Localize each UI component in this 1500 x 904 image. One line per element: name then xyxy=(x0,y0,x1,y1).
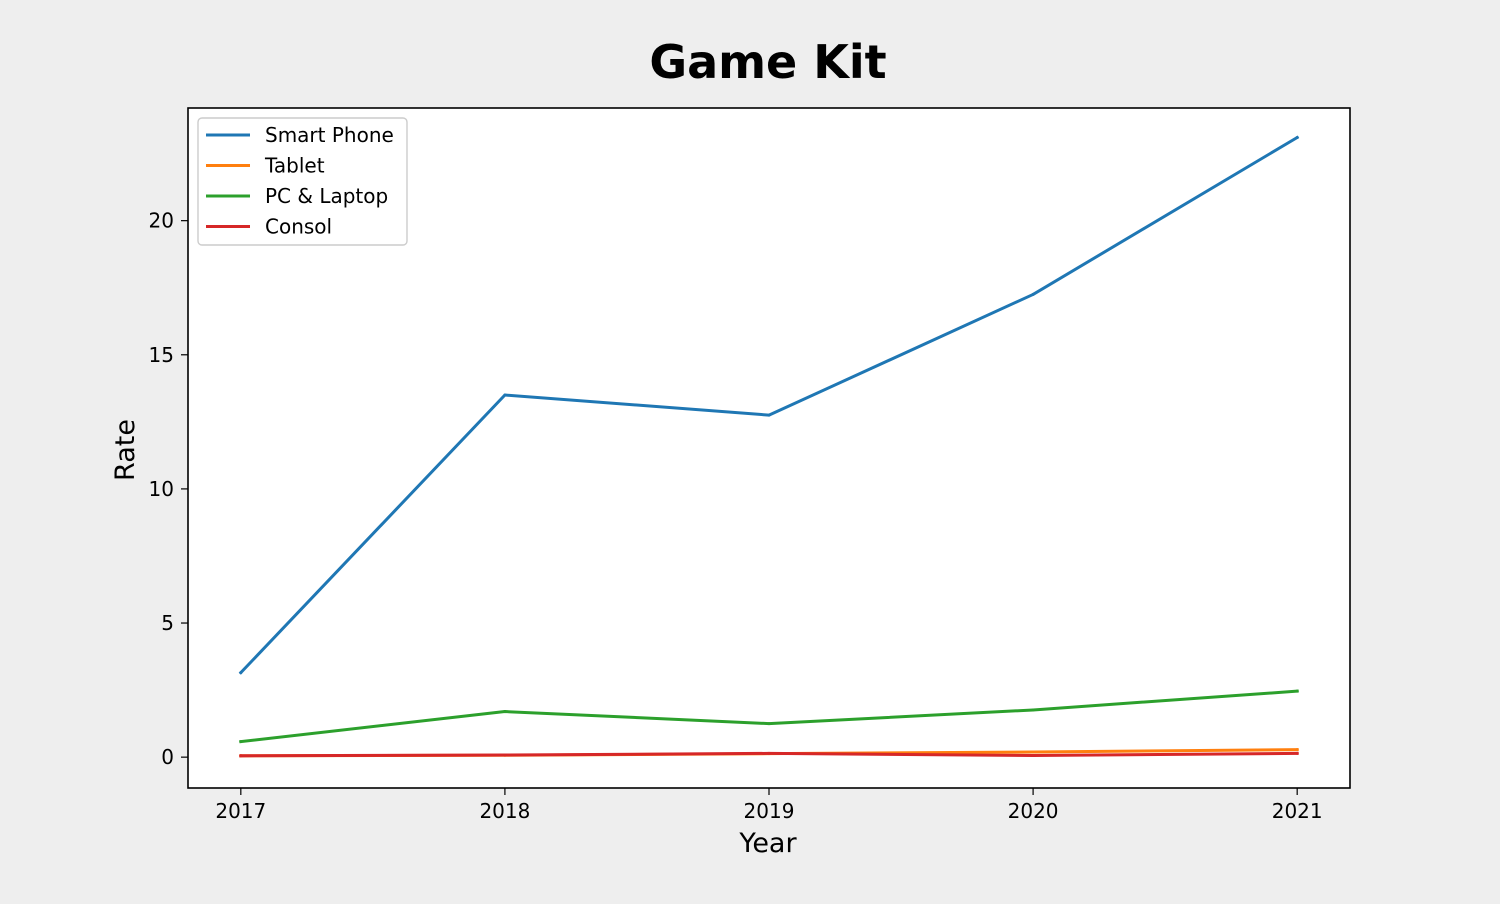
series-consol xyxy=(239,751,1299,758)
legend-label: Consol xyxy=(265,215,332,239)
data-point-tablet xyxy=(1295,748,1299,752)
data-point-pc-laptop xyxy=(239,740,243,744)
data-point-pc-laptop xyxy=(1295,689,1299,693)
data-point-consol xyxy=(1031,754,1035,758)
data-point-consol xyxy=(1295,751,1299,755)
x-tick-label: 2021 xyxy=(1272,799,1323,823)
legend: Smart Phone Tablet PC & Laptop Consol xyxy=(197,117,408,246)
y-tick-label: 15 xyxy=(149,343,174,367)
series-smart-phone xyxy=(238,135,1300,675)
data-point-smart-phone xyxy=(1295,136,1299,140)
data-point-smart-phone xyxy=(767,413,771,417)
x-axis-label: Year xyxy=(738,828,797,859)
data-point-consol xyxy=(239,754,243,758)
y-tick-label: 0 xyxy=(161,745,174,769)
data-point-pc-laptop xyxy=(767,722,771,726)
y-tick-label: 10 xyxy=(149,477,174,501)
series-layer xyxy=(238,135,1300,758)
x-tick-label: 2019 xyxy=(744,799,795,823)
legend-label: Smart Phone xyxy=(265,123,394,147)
legend-label: Tablet xyxy=(264,154,325,178)
y-axis-label: Rate xyxy=(110,419,141,481)
legend-item-pc-laptop: PC & Laptop xyxy=(206,184,388,208)
y-tick-label: 5 xyxy=(161,611,174,635)
data-point-smart-phone xyxy=(503,393,507,397)
x-axis: 2017 2018 2019 2020 2021 xyxy=(215,788,1323,823)
x-tick-label: 2018 xyxy=(479,799,530,823)
data-point-pc-laptop xyxy=(1031,708,1035,712)
data-point-pc-laptop xyxy=(503,710,507,714)
legend-item-consol: Consol xyxy=(206,215,332,239)
data-point-tablet xyxy=(1031,750,1035,754)
y-axis: 0 5 10 15 20 xyxy=(149,209,188,769)
legend-label: PC & Laptop xyxy=(265,184,388,208)
chart-title: Game Kit xyxy=(649,35,886,89)
data-point-consol xyxy=(503,753,507,757)
data-point-smart-phone xyxy=(1031,292,1035,296)
legend-box xyxy=(197,117,408,246)
data-point-smart-phone xyxy=(239,671,243,675)
data-point-consol xyxy=(767,751,771,755)
legend-item-tablet: Tablet xyxy=(206,154,325,178)
x-tick-label: 2017 xyxy=(215,799,266,823)
x-tick-label: 2020 xyxy=(1008,799,1059,823)
y-tick-label: 20 xyxy=(149,209,174,233)
legend-item-smart-phone: Smart Phone xyxy=(206,123,394,147)
series-pc-laptop xyxy=(239,689,1299,744)
